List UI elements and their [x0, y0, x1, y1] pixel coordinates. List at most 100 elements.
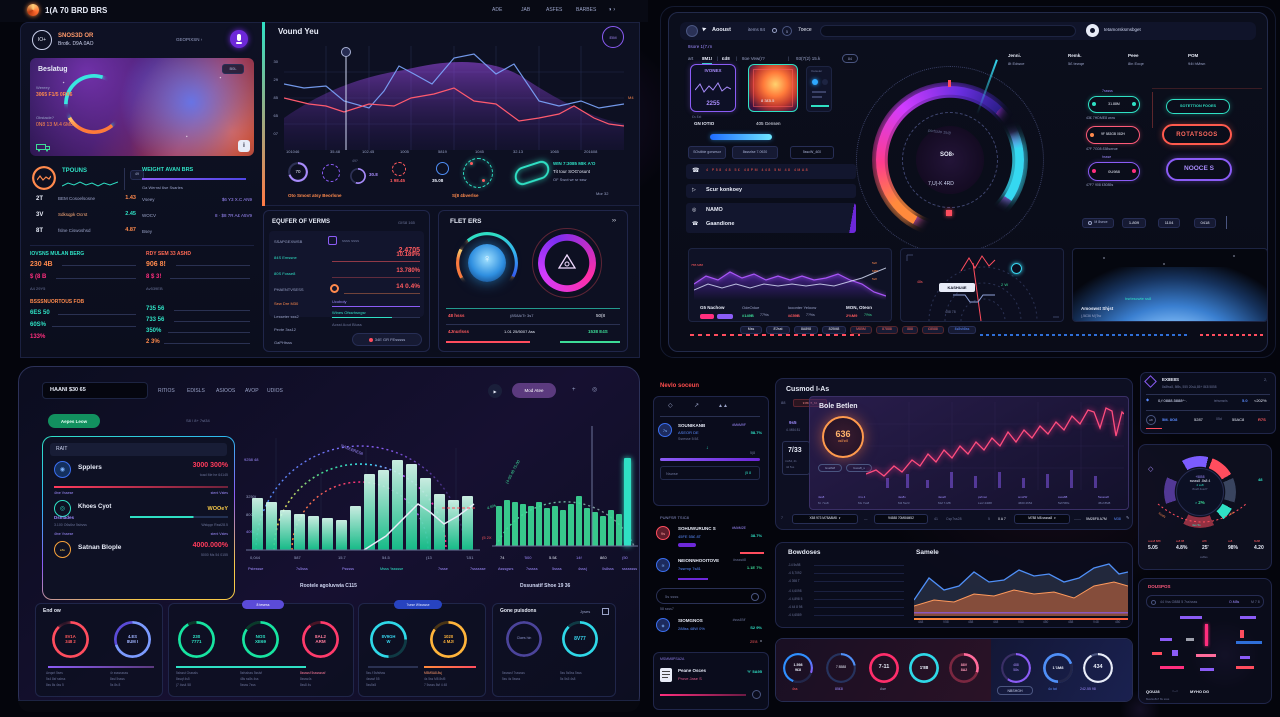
tr-chip-1809[interactable]: 1-809 — [1122, 218, 1146, 228]
tr-toggle-3[interactable]: 0U988 — [1088, 162, 1140, 181]
br-ring-6-chip[interactable]: NBSHGH — [997, 686, 1033, 695]
br-item5-name[interactable]: Peane Osces — [678, 668, 707, 673]
tr-right-icon[interactable] — [1086, 24, 1099, 37]
tr-chip-84[interactable]: 84 — [842, 54, 858, 63]
bl-circle-button[interactable]: ▶ — [488, 384, 502, 398]
tl-eq-button[interactable]: 34E GR FEsssss — [352, 333, 422, 346]
tr-button-rotatsoos[interactable]: ROTATSOOS — [1162, 124, 1232, 145]
bl-green-pill[interactable]: Aepes Leow — [48, 414, 100, 428]
bl-nav-ritios[interactable]: RITIOS — [158, 388, 175, 394]
br-item1-hash: #M#M9F — [732, 423, 746, 427]
tl-nav-jab[interactable]: JAB — [521, 7, 531, 13]
bl-target-icon[interactable]: ◎ — [592, 387, 598, 393]
br-tb-t0[interactable]: 7 — [781, 516, 783, 520]
tr-chip-8m1[interactable]: 8M1! — [702, 56, 713, 64]
bl-f3-pill[interactable]: 7sese WIssssse — [394, 600, 442, 609]
tr-chip-divider — [1226, 216, 1227, 229]
br-footer-toggle-icon[interactable]: ○–○ — [1172, 689, 1179, 693]
tl-mic-button[interactable] — [230, 30, 248, 48]
br-tb-select-2[interactable]: 94588 70M84M52 — [874, 514, 928, 524]
tl-row3-label[interactable]: fslne Ciswoshsd — [58, 228, 91, 233]
bl-nav-avop[interactable]: AVOP — [245, 388, 259, 394]
br-x7b: 45sf 8M8 — [1098, 501, 1111, 505]
tr-chip-0418[interactable]: 0418 — [1194, 218, 1216, 228]
tr-search-input[interactable] — [820, 25, 1076, 37]
br-item4-name[interactable]: SIOMGNOS — [678, 618, 703, 623]
tl-appbar-menu-icon[interactable]: ◑ › — [608, 7, 616, 13]
bl-row2-sub: 3.100 O6s6sr 5sbvss — [54, 523, 87, 527]
br-tb-select-1[interactable]: X58 973 M78A8M8 ▾ — [792, 514, 858, 524]
tr-strip-chip-5[interactable]: 87888 — [876, 326, 898, 334]
tr-menu-row-1[interactable]: ☎ 4 P58 48 5£ 48PM 448 5M 48 4MA8 — [686, 164, 856, 179]
tr-toggle-1-value: 31.88M — [1108, 101, 1120, 106]
tr-box-2[interactable]: 8sssrlse 7.0920 — [732, 146, 778, 159]
br-tb-blue[interactable]: M38 — [1114, 517, 1121, 521]
br-tb-t2[interactable]: Csp7ss28 — [946, 517, 962, 521]
tl-profile-action[interactable]: GEOPIXSN › — [176, 37, 203, 42]
tr-strip-chip-3[interactable]: 825M8 — [822, 326, 846, 334]
tr-strip-chip-1[interactable]: 8'2sst — [766, 326, 790, 334]
search-icon[interactable] — [772, 28, 777, 33]
tl-row1-label[interactable]: BEM Cosoelsosne — [58, 196, 96, 201]
bl-tools-row[interactable]: S8 \ 8+ 7st34 — [186, 418, 210, 423]
tr-box-1[interactable]: SOstibie gorsesor — [688, 146, 726, 159]
tr-strip-chip-6[interactable]: 888 — [902, 326, 918, 334]
tr-ivonex-card[interactable]: IVONEX 2255 — [690, 64, 736, 112]
br-item2-name[interactable]: SOHUWURUNC S — [678, 526, 716, 531]
bl-nav-udios[interactable]: UDIOS — [267, 388, 283, 394]
tr-button-sotettion[interactable]: SOTETTION FOOES — [1166, 99, 1230, 114]
tr-strip-chip-4[interactable]: M85M — [850, 326, 872, 334]
br-tb-c4[interactable]: 5M28F8 A7M — [1086, 517, 1107, 521]
bl-f4-right[interactable]: Jyses — [580, 609, 591, 614]
tr-toggle-1[interactable]: 31.88M — [1088, 96, 1140, 113]
tl-nav-ade[interactable]: ADE — [492, 7, 503, 13]
br-item3-name[interactable]: NEIONNHOOITOVE — [678, 558, 720, 563]
br-item5-circle-icon[interactable] — [752, 690, 761, 699]
bl-nav-edisls[interactable]: EDISLS — [187, 388, 205, 394]
tr-box-3[interactable]: 5sscW_4£0 — [790, 146, 834, 159]
diamond-icon[interactable]: ◇ — [668, 403, 673, 409]
tr-menu-row-3[interactable]: ◎ NAMO ☎ Gaandione — [686, 203, 856, 233]
tl-chart-chip[interactable]: EIM — [602, 26, 624, 48]
br-orange-gauge: 636 os8'sr8 — [822, 416, 864, 458]
tl-nav-asfes[interactable]: ASFES — [546, 7, 563, 13]
tr-user-label[interactable]: Aooust — [712, 27, 731, 33]
tl-planet-chip[interactable]: B0L — [222, 64, 244, 74]
tl-row2-label[interactable]: Sdksqpk Ocrst — [58, 212, 88, 217]
br-donut-c3: 4 ss8 — [1196, 483, 1204, 488]
bl-nav-asioos[interactable]: ASIOOS — [216, 388, 236, 394]
tl-fleters-more[interactable]: ›› — [612, 218, 616, 224]
tr-thermal-card[interactable]: 8 3£5.5 — [748, 64, 798, 112]
tr-strip-chip-7[interactable]: £8588 — [922, 326, 944, 334]
bl-f4-box-icon[interactable] — [602, 608, 609, 615]
tr-chip-8oe[interactable]: 8oe Vew(r? — [742, 56, 765, 61]
tr-menu-row-2[interactable]: ▷ Scur konkoey — [686, 184, 856, 198]
br-field-nswse[interactable]: Nswse (5 8 — [660, 466, 760, 480]
tl-info-button[interactable]: i — [238, 140, 250, 152]
tl-nav-barbes[interactable]: BARBES — [576, 7, 597, 13]
br-tb-select-3[interactable]: M788 M8.sssss8 ▾ — [1014, 514, 1070, 524]
br-item1-name[interactable]: SOUNIKANB — [678, 423, 706, 428]
bl-search-input[interactable]: HAANI $30 65 — [42, 382, 148, 399]
tr-strip-chip-0[interactable]: Mss — [740, 326, 762, 334]
bl-f2-pill[interactable]: 8 tesess — [242, 600, 284, 609]
br-sidebar-search[interactable]: 5s ssss — [656, 588, 766, 604]
bl-mod-atee-button[interactable]: Mod Atee — [512, 383, 556, 398]
tr-chip-93[interactable]: 93(7(2) 15.k — [796, 56, 821, 61]
tr-strip-chip-2[interactable]: 8A898 — [794, 326, 818, 334]
br-douspos-search[interactable]: 44 Vss O888 5 7ss'ssss O.M8s M 7 8 — [1146, 595, 1264, 608]
br-chip-g1[interactable]: Gss8s8 — [818, 464, 842, 472]
tr-chip-msece[interactable]: M 8sece — [1082, 218, 1114, 228]
tr-strip-chip-8[interactable]: £s8sh8ss — [948, 326, 976, 334]
tr-chip-art[interactable]: art — [688, 56, 694, 61]
tr-toggle-2[interactable]: 9F 583GB 082H — [1086, 126, 1140, 144]
pencil-icon[interactable]: ✎ — [1126, 515, 1130, 520]
tr-button-nooces[interactable]: NOOCE S — [1166, 158, 1232, 181]
tr-chip-1104[interactable]: 1104 — [1158, 218, 1180, 228]
bl-plus-icon[interactable]: + — [572, 387, 576, 393]
mountains-icon[interactable]: ▲▲ — [718, 403, 728, 409]
tr-chip-ed8[interactable]: £d8 — [722, 56, 730, 61]
tr-radar-cyan-icon[interactable] — [1011, 263, 1022, 274]
tl-s3-v3: 133% — [30, 334, 46, 340]
arrow-icon[interactable]: ↗ — [694, 403, 700, 409]
